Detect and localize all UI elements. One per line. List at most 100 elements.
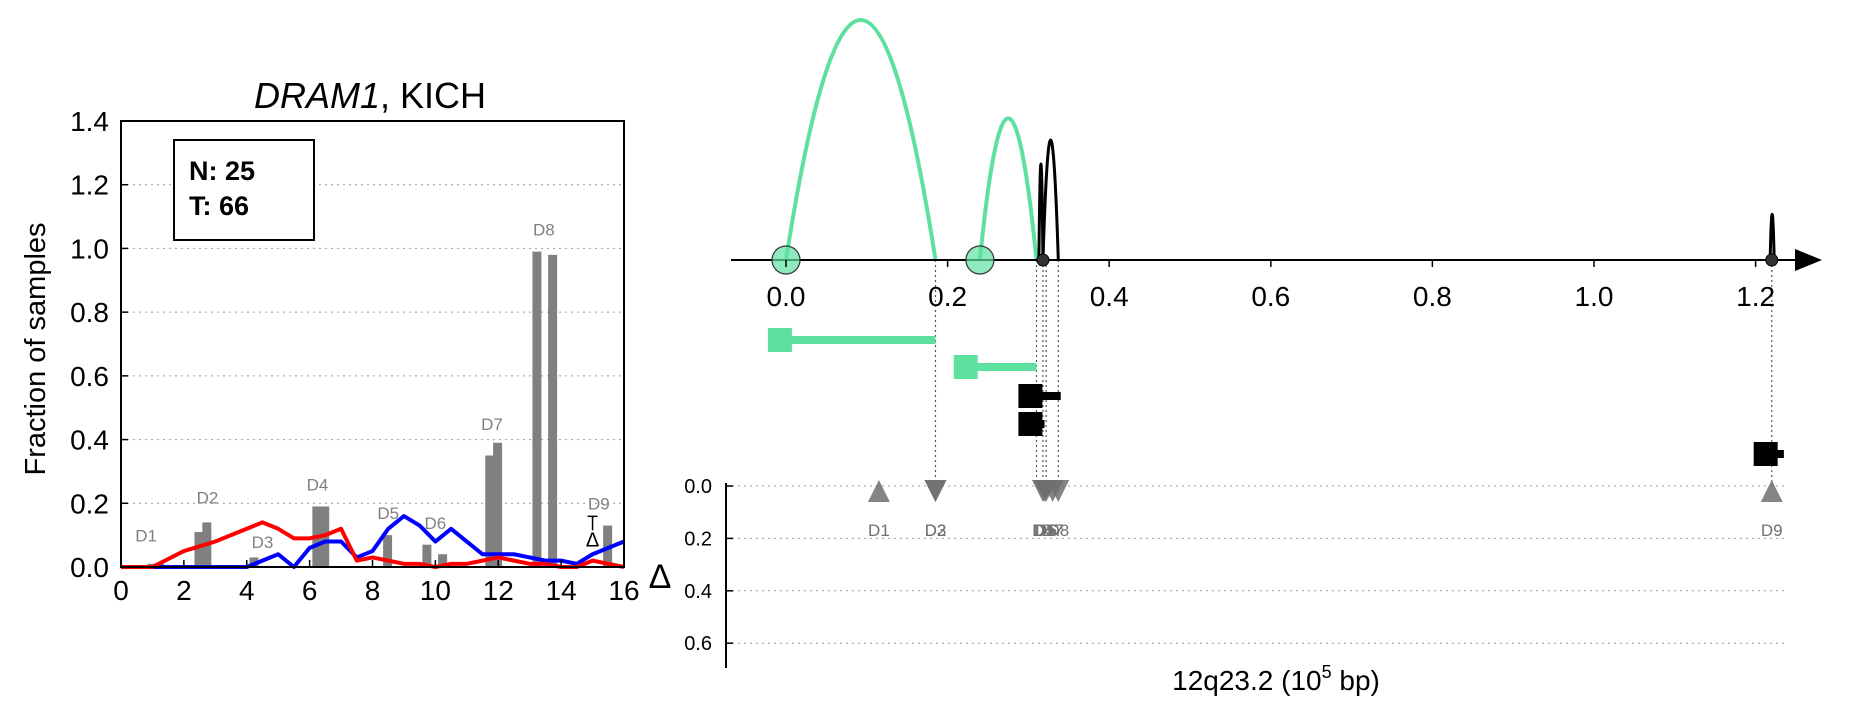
line-series	[121, 514, 625, 569]
bar	[493, 442, 503, 567]
transcript-box	[953, 355, 978, 379]
genomic-tick-label: 1.0	[1575, 281, 1614, 312]
delta-panel: 0.0 0.2 0.4 0.6	[684, 476, 1784, 668]
genomic-x-label: 12q23.2 (105 bp)	[1172, 662, 1380, 696]
genomic-tick-label: 1.2	[1736, 281, 1775, 312]
genomic-tick-label: 0.8	[1413, 281, 1452, 312]
transcripts	[767, 328, 1784, 466]
arc	[1768, 212, 1776, 261]
transcript-line	[1773, 450, 1784, 458]
y-tick-labels: 0.0 0.2 0.4 0.6 0.8 1.0 1.2 1.4	[70, 106, 128, 583]
bar-label: D7	[481, 415, 503, 434]
x-tick-label: 12	[483, 575, 514, 606]
genomic-tick-label: 0.6	[1251, 281, 1290, 312]
marker-label: D6	[1035, 521, 1057, 540]
delta-tick-label: 0.0	[684, 476, 712, 498]
y-tick-label: 0.6	[70, 361, 109, 392]
marker-triangle	[867, 480, 890, 502]
axis-circle	[1036, 253, 1050, 267]
bar	[194, 531, 204, 567]
marker-label: D1	[868, 521, 890, 540]
bar-label: D9	[588, 495, 610, 514]
bar	[548, 254, 558, 568]
x-tick-label: 16	[608, 575, 639, 606]
bar	[422, 544, 432, 567]
transcript-line	[787, 336, 936, 344]
delta-tick-label: 0.6	[684, 633, 712, 655]
transcript-box	[1753, 442, 1778, 466]
delta-symbol: Δ	[586, 529, 599, 551]
genomic-tick-label: 0.4	[1090, 281, 1129, 312]
bar-label: D3	[252, 533, 274, 552]
marker-triangle	[1047, 480, 1070, 502]
delta-tick-label: 0.4	[684, 581, 712, 603]
bar-label: D6	[425, 514, 447, 533]
chart-title-gene: DRAM1	[254, 75, 380, 116]
bar-labels: D1 D2 D3 D4 D5 D6 D7 D8 D9	[135, 221, 609, 552]
normal-count: N: 25	[189, 156, 255, 186]
marker-label: D8	[1047, 521, 1069, 540]
y-tick-label: 0.0	[70, 552, 109, 583]
x-tick-label: 2	[176, 575, 192, 606]
delta-tick-label: 0.2	[684, 528, 712, 550]
transcript-box	[1018, 384, 1043, 408]
stats-box-frame	[173, 139, 315, 241]
x-tick-label: 6	[302, 575, 318, 606]
y-tick-label: 0.2	[70, 488, 109, 519]
bar-label: D4	[307, 476, 329, 495]
x-tick-label: 10	[420, 575, 451, 606]
axis-circle	[1765, 253, 1779, 267]
chart-title: DRAM1, KICH	[254, 75, 486, 116]
bar-label: D8	[533, 221, 555, 240]
y-tick-label: 1.4	[70, 106, 109, 137]
x-tick-label: 4	[239, 575, 255, 606]
arc	[1041, 138, 1060, 261]
genomic-tick-labels: 0.0 0.2 0.4 0.6 0.8 1.0 1.2	[767, 260, 1775, 312]
genomic-structure-plot: 0.0 0.2 0.4 0.6 0.8 1.0 1.2 0.00.20.40.6 D1 D2D…	[649, 18, 1822, 696]
delta-marker: Δ	[586, 515, 599, 551]
genomic-tick-label: 0.2	[928, 281, 967, 312]
tumor-count: T: 66	[189, 191, 249, 221]
transcript-line	[1038, 392, 1061, 400]
y-tick-label: 1.0	[70, 233, 109, 264]
arc	[1037, 162, 1045, 261]
bar-label: D2	[197, 488, 219, 507]
marker-label: D7	[1042, 521, 1064, 540]
bar	[383, 535, 393, 567]
arc	[977, 116, 1039, 261]
marker-label: D3	[925, 521, 947, 540]
left-bar-chart: DRAM1, KICH Fraction of samples D1 D2 D3 D4…	[20, 75, 640, 606]
bar-label: D5	[377, 504, 399, 523]
axis-circle	[965, 245, 995, 275]
marker-label: D9	[1761, 521, 1783, 540]
y-tick-label: 0.8	[70, 297, 109, 328]
marker-label: D4	[1032, 521, 1054, 540]
y-tick-label: 1.2	[70, 170, 109, 201]
marker-label: D5	[1034, 521, 1056, 540]
arcs	[784, 18, 1776, 261]
genomic-axis	[731, 249, 1822, 271]
marker-triangle	[924, 480, 947, 502]
marker-triangle	[1760, 480, 1783, 502]
dotted-links	[934, 260, 1773, 486]
transcript-box	[767, 328, 792, 352]
series-line	[121, 514, 625, 569]
series-line	[121, 520, 625, 569]
y-tick-label: 0.4	[70, 425, 109, 456]
transcript-line	[973, 363, 1037, 371]
arc	[784, 18, 938, 261]
bar	[485, 455, 495, 567]
stats-box: N: 25 T: 66	[173, 139, 315, 241]
chart-title-rest: , KICH	[380, 75, 486, 116]
genomic-tick-label: 0.0	[767, 281, 806, 312]
y-axis-label: Fraction of samples	[20, 222, 52, 475]
bar-label: D1	[135, 527, 157, 546]
x-tick-label: 0	[113, 575, 129, 606]
bar	[438, 554, 448, 567]
x-tick-label: 8	[365, 575, 381, 606]
x-tick-label: 14	[546, 575, 577, 606]
bar	[532, 251, 542, 567]
axis-arrowhead	[1795, 249, 1822, 271]
